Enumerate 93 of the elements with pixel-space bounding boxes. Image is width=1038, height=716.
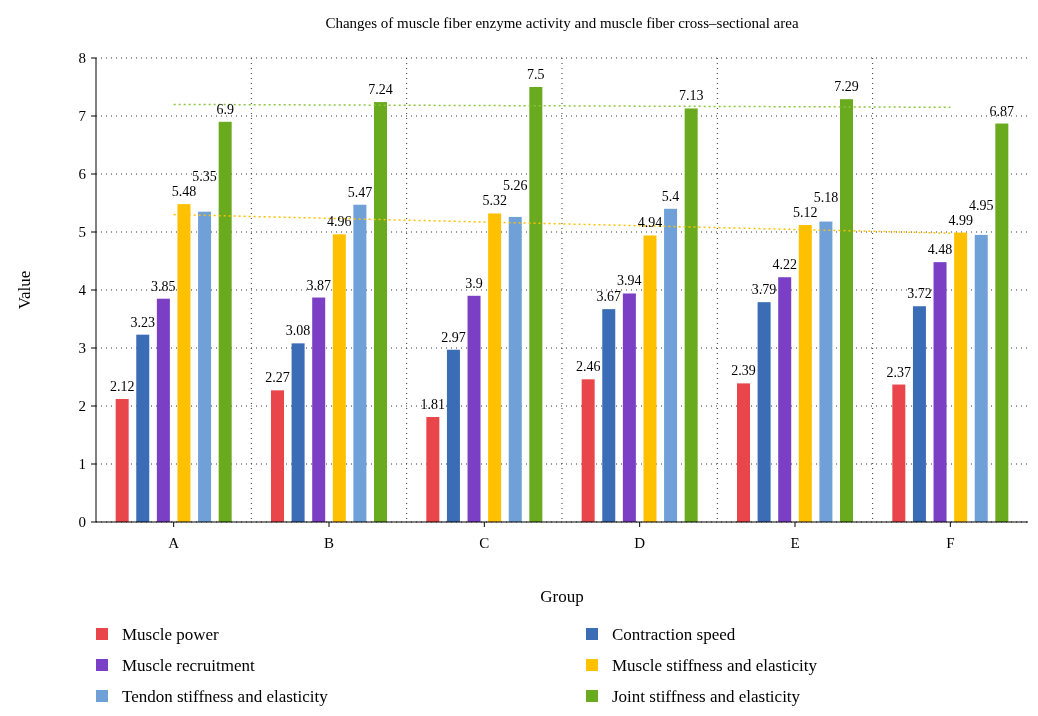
data-label: 5.18 [813,190,839,206]
bar [602,309,616,522]
data-label: 4.95 [968,197,994,213]
bar [291,343,305,522]
bar [332,234,346,522]
bar [933,262,947,522]
bar [446,349,460,522]
data-label: 2.46 [575,359,601,375]
bar [643,235,657,522]
bar [912,306,926,522]
data-label: 5.26 [502,178,528,194]
data-label: 6.87 [989,103,1015,119]
bar [529,87,543,522]
y-tick-label: 1 [78,456,86,472]
data-label: 3.08 [285,323,311,339]
data-label: 7.24 [368,82,393,98]
x-tick-label: D [634,535,646,551]
bar [974,234,988,522]
data-label: 3.94 [617,273,642,289]
bar [508,216,522,522]
data-label: 5.4 [661,188,680,204]
data-label: 3.72 [907,286,932,302]
bar [467,295,481,522]
x-tick-label: F [946,535,955,551]
y-tick-label: 0 [78,514,86,530]
data-label: 4.48 [927,242,953,258]
bar [198,211,212,522]
bar [581,379,595,522]
bar [954,232,968,522]
x-tick-label: C [479,535,490,551]
chart-title: Changes of muscle fiber enzyme activity and muscle fiber cross–sectional area [325,15,799,31]
data-label: 4.22 [772,257,797,273]
y-tick-label: 3 [78,340,86,356]
data-label: 2.39 [731,363,756,379]
bar [312,297,326,522]
bar [684,108,698,522]
y-tick-label: 2 [78,398,86,414]
data-label: 7.29 [834,79,859,95]
y-tick-label: 5 [78,224,86,240]
bar [115,399,129,522]
y-tick-label: 6 [78,166,87,182]
data-label: 3.87 [306,277,331,293]
bar [664,208,678,522]
bar [892,384,906,522]
bar [374,102,387,522]
bar [778,277,792,522]
bar [156,298,170,522]
data-label: 3.79 [751,282,777,298]
data-label: 2.27 [265,370,290,386]
data-label: 3.67 [596,289,622,305]
data-label: 3.85 [151,278,176,294]
bar [426,417,440,522]
data-label: 5.48 [171,184,197,200]
bar [819,221,833,522]
data-label: 1.81 [420,397,446,413]
data-label: 2.37 [886,364,912,380]
y-tick-label: 8 [78,50,86,66]
data-label: 6.9 [216,101,234,117]
data-label: 3.23 [130,314,156,330]
x-tick-label: A [168,535,180,551]
data-label: 5.12 [793,205,818,221]
y-tick-label: 7 [78,108,87,124]
legend-label: Muscle stiffness and elasticity [612,656,818,675]
data-label: 4.94 [637,215,663,231]
legend-label: Joint stiffness and elasticity [612,687,801,706]
bar [757,302,771,522]
legend-label: Muscle recruitment [122,656,255,675]
x-axis-title: Group [540,587,584,606]
data-label: 3.9 [465,275,483,291]
bar [622,293,636,522]
y-axis-title: Value [15,270,34,310]
bar [136,334,150,522]
data-label: 5.32 [482,193,507,209]
data-label: 7.13 [678,88,704,104]
data-label: 5.47 [347,184,373,200]
bar [353,204,367,522]
legend-label: Contraction speed [612,625,736,644]
bar [995,123,1009,522]
x-tick-label: E [790,535,800,551]
bar [840,99,853,522]
data-label: 2.97 [441,329,466,345]
bar [737,383,750,522]
y-tick-label: 4 [78,282,87,298]
data-label: 7.5 [527,67,545,82]
data-label: 4.96 [327,214,352,230]
bar [218,121,232,522]
data-label: 4.99 [948,212,973,228]
legend-label: Tendon stiffness and elasticity [122,687,329,706]
data-label: 2.12 [109,379,135,395]
bar [271,390,284,522]
data-label: 5.35 [192,169,217,185]
x-tick-label: B [323,535,335,551]
legend-label: Muscle power [122,625,220,644]
